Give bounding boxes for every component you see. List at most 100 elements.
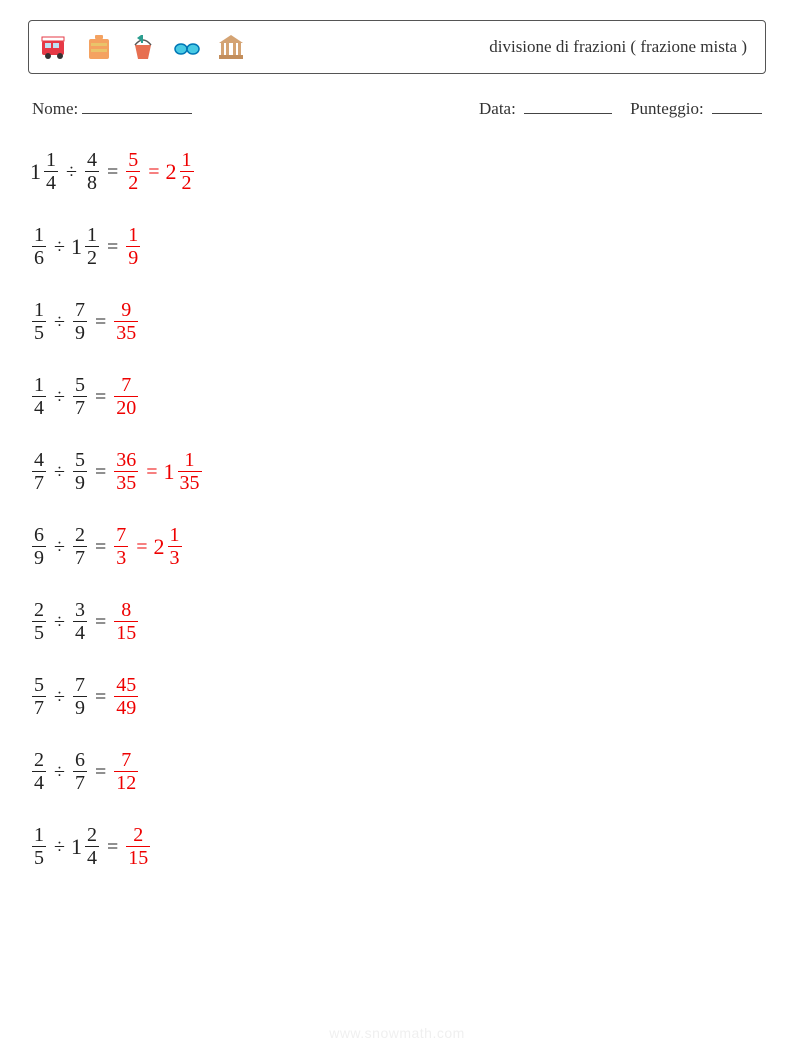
worksheet-title: divisione di frazioni ( frazione mista ) (489, 37, 747, 57)
denominator: 5 (32, 622, 46, 644)
fraction: 135 (178, 449, 202, 494)
whole-part: 1 (30, 161, 41, 183)
denominator: 3 (168, 547, 182, 569)
fraction: 69 (32, 524, 46, 569)
fraction: 79 (73, 674, 87, 719)
whole-part: 2 (166, 161, 177, 183)
score-blank (712, 96, 762, 114)
division-operator: ÷ (54, 537, 65, 557)
numerator: 7 (73, 674, 87, 696)
equals-sign: = (107, 837, 118, 857)
denominator: 7 (73, 772, 87, 794)
fraction: 57 (32, 674, 46, 719)
equals-sign: = (107, 237, 118, 257)
numerator: 1 (183, 449, 197, 471)
numerator: 2 (73, 524, 87, 546)
fraction: 720 (114, 374, 138, 419)
fraction: 47 (32, 449, 46, 494)
numerator: 2 (131, 824, 145, 846)
fraction: 14 (44, 149, 58, 194)
numerator: 36 (114, 449, 138, 471)
name-blank (82, 96, 192, 114)
whole-part: 1 (71, 236, 82, 258)
denominator: 8 (85, 172, 99, 194)
division-operator: ÷ (54, 837, 65, 857)
denominator: 15 (126, 847, 150, 869)
denominator: 4 (32, 772, 46, 794)
numerator: 6 (32, 524, 46, 546)
numerator: 3 (73, 599, 87, 621)
fraction: 15 (32, 824, 46, 869)
fraction: 73 (114, 524, 128, 569)
division-operator: ÷ (54, 612, 65, 632)
fraction: 52 (126, 149, 140, 194)
numerator: 1 (32, 299, 46, 321)
denominator: 4 (32, 397, 46, 419)
fraction: 12 (85, 224, 99, 269)
equals-sign: = (95, 537, 106, 557)
fraction: 57 (73, 374, 87, 419)
fraction: 12 (180, 149, 194, 194)
parthenon-icon (215, 31, 247, 63)
equals-sign: = (95, 612, 106, 632)
equals-sign: = (146, 462, 157, 482)
numerator: 1 (85, 224, 99, 246)
denominator: 9 (32, 547, 46, 569)
fraction: 815 (114, 599, 138, 644)
fraction: 15 (32, 299, 46, 344)
fraction: 24 (32, 749, 46, 794)
numerator: 5 (32, 674, 46, 696)
equals-sign: = (95, 762, 106, 782)
numerator: 7 (114, 524, 128, 546)
fraction: 13 (168, 524, 182, 569)
fraction: 215 (126, 824, 150, 869)
fraction: 14 (32, 374, 46, 419)
numerator: 5 (126, 149, 140, 171)
fraction: 59 (73, 449, 87, 494)
camper-van-icon (39, 31, 71, 63)
denominator: 2 (85, 247, 99, 269)
numerator: 7 (119, 374, 133, 396)
numerator: 7 (73, 299, 87, 321)
equals-sign: = (95, 312, 106, 332)
equals-sign: = (95, 687, 106, 707)
fraction: 79 (73, 299, 87, 344)
suitcase-icon (83, 31, 115, 63)
problem-row: 15÷124=215 (30, 824, 766, 869)
division-operator: ÷ (54, 387, 65, 407)
fraction: 935 (114, 299, 138, 344)
fraction: 34 (73, 599, 87, 644)
denominator: 4 (85, 847, 99, 869)
date-blank (524, 96, 612, 114)
fraction: 3635 (114, 449, 138, 494)
denominator: 9 (73, 322, 87, 344)
equals-sign: = (95, 387, 106, 407)
problem-row: 24÷67=712 (30, 749, 766, 794)
numerator: 2 (85, 824, 99, 846)
numerator: 9 (119, 299, 133, 321)
problem-row: 15÷79=935 (30, 299, 766, 344)
problem-row: 47÷59=3635=1135 (30, 449, 766, 494)
numerator: 2 (32, 749, 46, 771)
division-operator: ÷ (54, 312, 65, 332)
problem-row: 114÷48=52=212 (30, 149, 766, 194)
denominator: 20 (114, 397, 138, 419)
denominator: 49 (114, 697, 138, 719)
numerator: 1 (32, 224, 46, 246)
numerator: 1 (168, 524, 182, 546)
date-label: Data: (479, 99, 516, 118)
denominator: 35 (114, 472, 138, 494)
score-label: Punteggio: (630, 99, 704, 118)
numerator: 6 (73, 749, 87, 771)
denominator: 6 (32, 247, 46, 269)
numerator: 4 (85, 149, 99, 171)
denominator: 9 (126, 247, 140, 269)
fraction: 19 (126, 224, 140, 269)
numerator: 5 (73, 374, 87, 396)
fraction: 67 (73, 749, 87, 794)
division-operator: ÷ (54, 237, 65, 257)
sunglasses-icon (171, 31, 203, 63)
problem-row: 16÷112=19 (30, 224, 766, 269)
denominator: 4 (73, 622, 87, 644)
numerator: 1 (32, 374, 46, 396)
